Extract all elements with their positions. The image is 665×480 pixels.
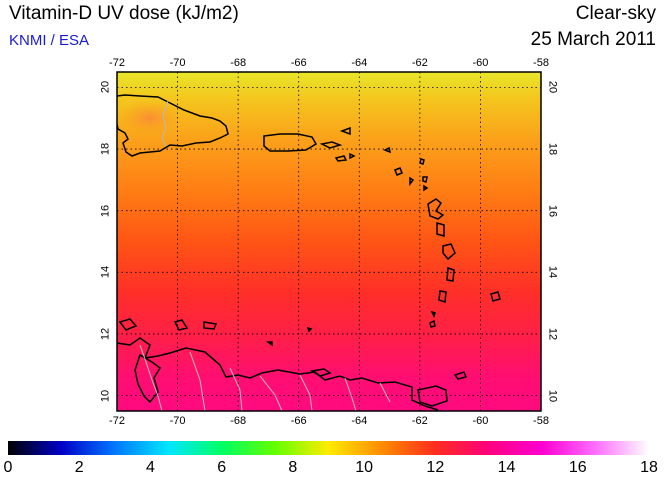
chart-title: Vitamin-D UV dose (kJ/m2) (9, 3, 239, 24)
haiti-dr-border (161, 100, 169, 147)
puerto-rico-coast (263, 133, 318, 152)
colorbar-tick-label: 14 (497, 459, 516, 476)
colorbar (8, 441, 649, 455)
longitude-tick-label: -68 (230, 415, 247, 427)
latitude-tick-label: 12 (99, 327, 112, 341)
venezuela-coast (117, 337, 439, 411)
martinique-coast (442, 243, 456, 261)
longitude-tick-label: -66 (290, 57, 307, 69)
latitude-tick-label: 14 (546, 266, 559, 279)
latitude-tick-label: 10 (546, 389, 559, 402)
abc-islands-coast (118, 318, 218, 331)
trinidad-coast (417, 385, 448, 407)
grenadines-coast (429, 310, 436, 328)
longitude-tick-label: -60 (472, 57, 489, 69)
tobago-coast (453, 371, 468, 380)
colorbar-tick-label: 8 (288, 459, 298, 476)
latitude-tick-label: 20 (546, 81, 559, 94)
latitude-tick-label: 14 (99, 266, 112, 279)
latitude-tick-label: 18 (99, 142, 112, 156)
latitude-tick-label: 18 (546, 142, 559, 156)
colorbar-tick-label: 0 (3, 459, 13, 476)
graticule (117, 72, 541, 411)
uv-dose-field (117, 72, 541, 411)
maracaibo-coast (134, 353, 161, 404)
longitude-tick-label: -72 (109, 415, 125, 427)
colorbar-tick-label: 4 (145, 459, 155, 476)
longitude-tick-label: -66 (290, 415, 307, 427)
coastlines (117, 94, 501, 411)
colorbar-tick-label: 6 (217, 459, 227, 476)
colorbar-tick-label: 12 (426, 459, 445, 476)
venezuela-state-lines (189, 351, 391, 411)
political-borders (139, 100, 391, 411)
source-label: KNMI / ESA (9, 32, 90, 49)
hispaniola-hotspot (118, 100, 182, 136)
lesser-antilles-north (383, 146, 429, 192)
map-frame (116, 71, 542, 412)
longitude-tick-label: -62 (411, 415, 428, 427)
longitude-tick-label: -60 (472, 415, 489, 427)
longitude-tick-label: -64 (351, 415, 368, 427)
latitude-tick-label: 16 (99, 204, 112, 217)
longitude-tick-label: -70 (169, 57, 186, 69)
longitude-tick-label: -62 (411, 57, 428, 69)
longitude-tick-label: -68 (230, 57, 247, 69)
longitude-tick-label: -72 (109, 57, 125, 69)
virgin-islands-coast (319, 126, 356, 162)
st-vincent-coast (438, 290, 447, 304)
latitude-tick-label: 10 (99, 389, 112, 402)
st-lucia-coast (446, 266, 455, 282)
colorbar-scale (8, 441, 649, 455)
sky-condition: Clear-sky (575, 3, 656, 24)
map-panel (116, 71, 542, 412)
colorbar-tick-label: 2 (74, 459, 84, 476)
colorbar-tick-label: 16 (568, 459, 587, 476)
date-label: 25 March 2011 (530, 29, 656, 50)
hispaniola-coast (117, 94, 229, 157)
latitude-tick-label: 20 (99, 81, 112, 94)
dominica-coast (436, 222, 445, 237)
longitude-tick-label: -64 (351, 57, 368, 69)
latitude-tick-label: 12 (546, 327, 559, 341)
latitude-tick-label: 16 (546, 204, 559, 217)
barbados-coast (490, 291, 501, 302)
longitude-tick-label: -70 (169, 415, 186, 427)
venezuela-colombia-border (139, 344, 163, 411)
guadeloupe-coast (427, 198, 445, 220)
colorbar-tick-label: 10 (355, 459, 374, 476)
longitude-tick-label: -58 (533, 415, 549, 427)
colorbar-tick-label: 18 (640, 459, 658, 476)
longitude-tick-label: -58 (533, 57, 549, 69)
